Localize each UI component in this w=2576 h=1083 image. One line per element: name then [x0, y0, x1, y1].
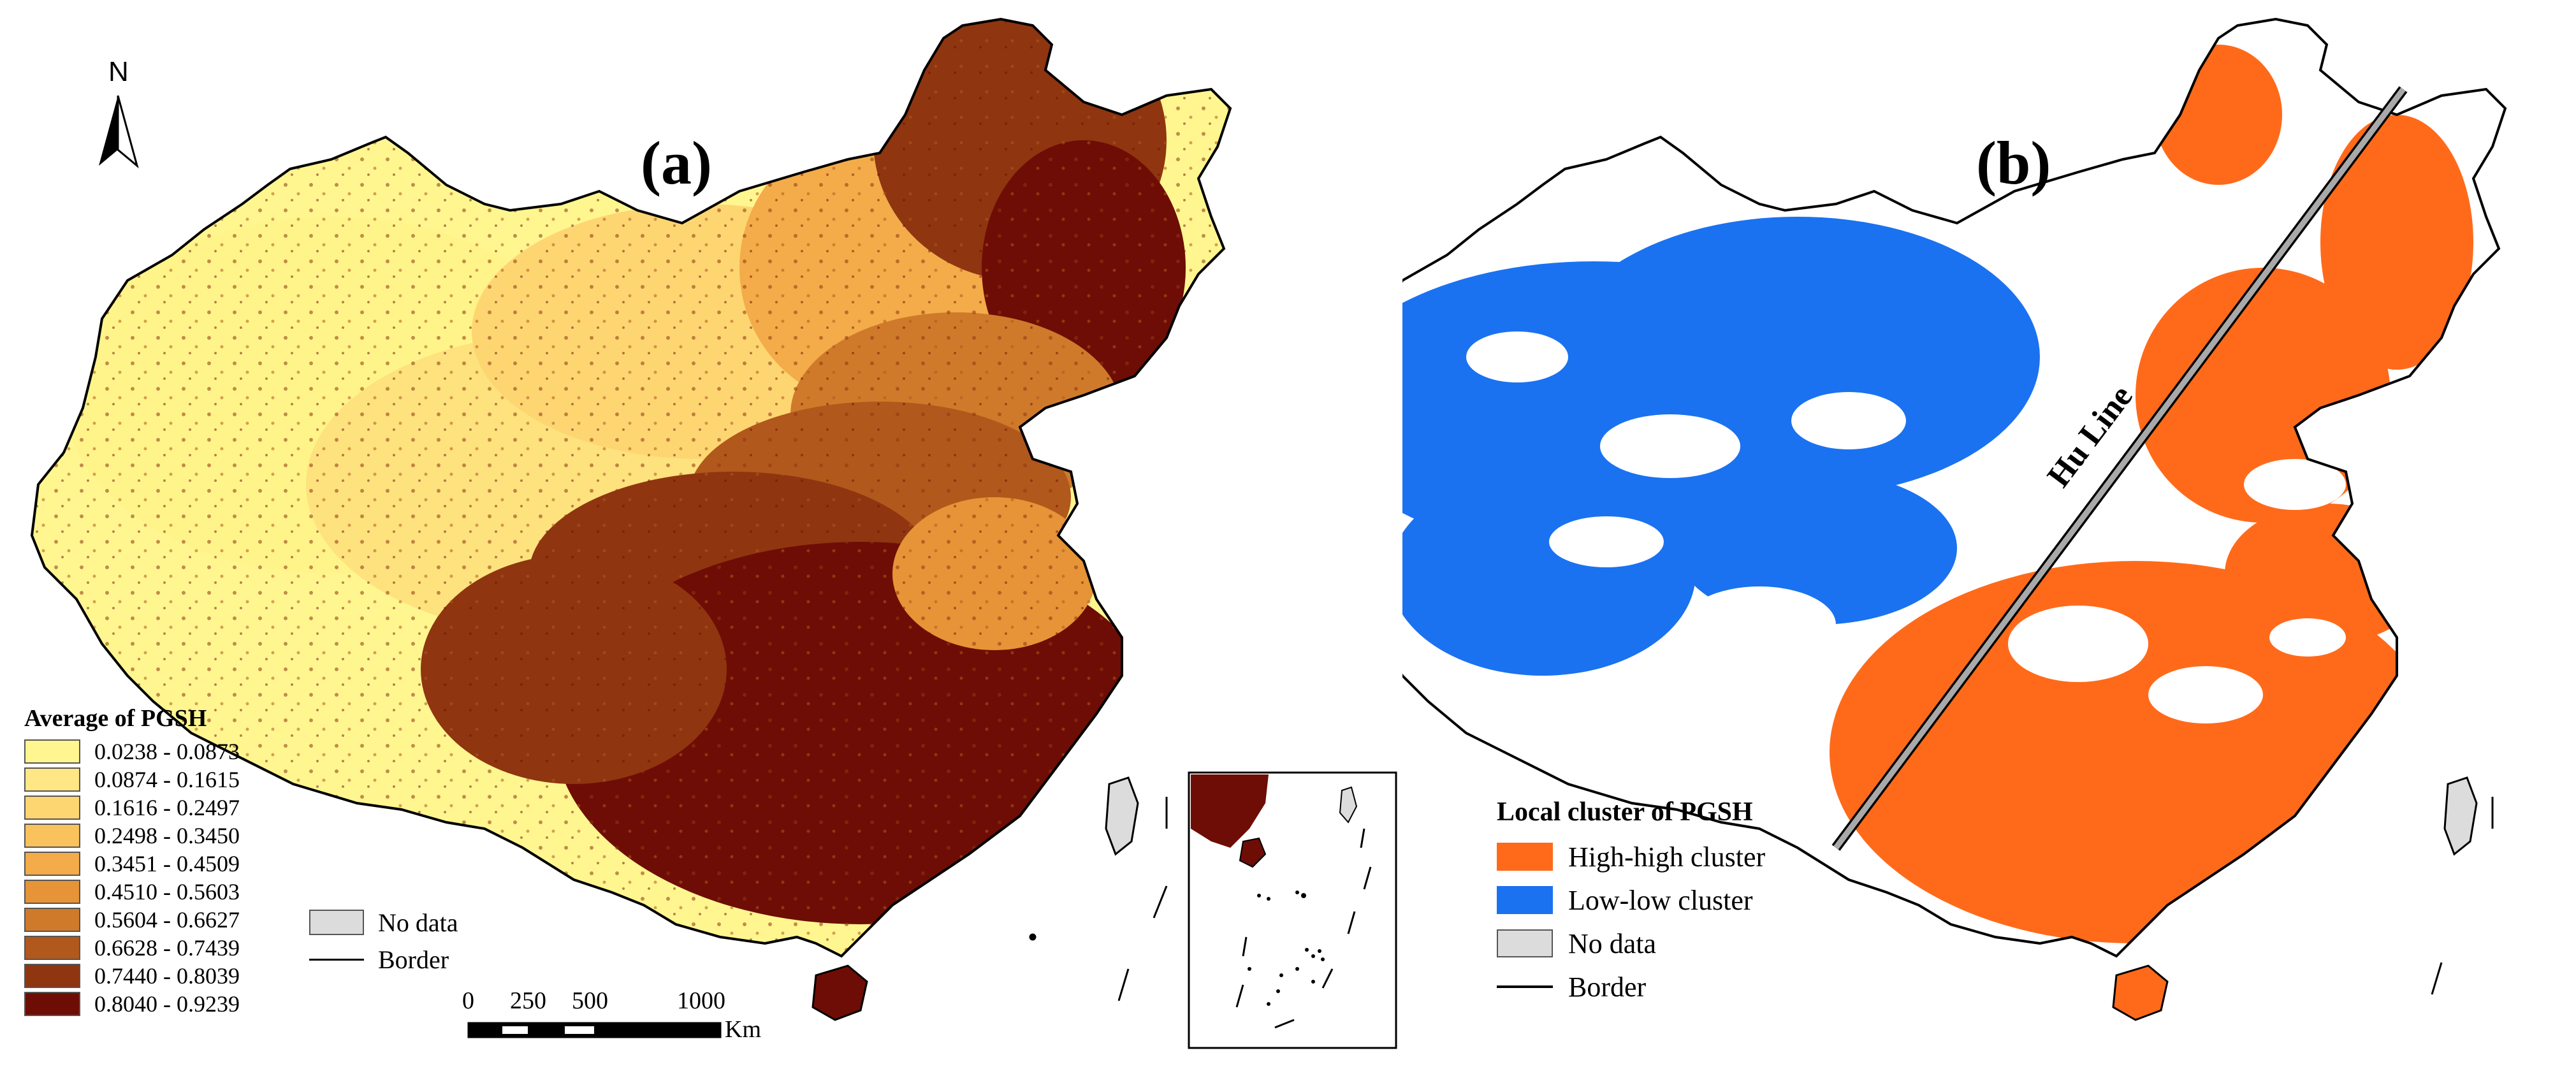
hainan-island-b [2112, 964, 2169, 1021]
country-border-a [30, 17, 1232, 958]
legend-a-class-swatch [24, 936, 80, 960]
legend-b-item-row: High-high cluster [1497, 835, 1765, 878]
legend-a-class-row: 0.0238 - 0.0873 [24, 738, 240, 766]
north-arrow-icon [99, 95, 139, 169]
legend-a-class-row: 0.6628 - 0.7439 [24, 934, 240, 962]
legend-a-class-swatch [24, 992, 80, 1016]
cluster-legend: Local cluster of PGSH High-high cluster L… [1497, 797, 1765, 1008]
hainan-island-a [811, 964, 868, 1021]
scale-tick-250: 250 [510, 987, 546, 1014]
scale-tick-500: 500 [572, 987, 608, 1014]
legend-b-item-swatch [1497, 886, 1553, 914]
pgsh-cluster-map [1402, 17, 2507, 1021]
map-panel-a: N (a) Average of PGSH 0.0238 - 0.0873 0.0… [24, 17, 1397, 1049]
legend-b-item-swatch [1497, 843, 1553, 871]
legend-b-item-label: No data [1568, 927, 1657, 959]
legend-b-item-row: Border [1497, 965, 1765, 1008]
small-islands-a [1029, 797, 1168, 1001]
legend-a-class-label: 0.5604 - 0.6627 [94, 907, 240, 933]
pgsh-average-legend: Average of PGSH 0.0238 - 0.0873 0.0874 - … [24, 704, 240, 1018]
border-line-swatch [309, 958, 364, 961]
legend-a-class-label: 0.3451 - 0.4509 [94, 851, 240, 876]
legend-a-class-row: 0.7440 - 0.8039 [24, 962, 240, 990]
scale-tick-1000: 1000 [677, 987, 725, 1014]
legend-a-class-label: 0.1616 - 0.2497 [94, 795, 240, 820]
legend-b-border-line [1497, 985, 1553, 988]
legend-a-class-row: 0.2498 - 0.3450 [24, 822, 240, 850]
small-islands-b [2431, 797, 2494, 995]
scale-tick-0: 0 [462, 987, 474, 1014]
pgsh-average-map [30, 17, 1397, 1049]
legend-a-class-swatch [24, 767, 80, 792]
hu-line-fill [1833, 87, 2406, 850]
legend-a-class-row: 0.1616 - 0.2497 [24, 794, 240, 822]
legend-a-class-swatch [24, 796, 80, 820]
legend-b-item-row: No data [1497, 922, 1765, 965]
taiwan-nodata-b [2443, 776, 2478, 856]
legend-b-item-row: Low-low cluster [1497, 878, 1765, 922]
map-panel-b: (b) Hu Line Local cluster of PGSH High-h… [1402, 0, 2576, 1083]
legend-a-class-label: 0.4510 - 0.5603 [94, 879, 240, 905]
legend-a-class-swatch [24, 824, 80, 848]
legend-b-item-swatch [1497, 929, 1553, 957]
legend-a-class-row: 0.4510 - 0.5603 [24, 878, 240, 906]
panel-b-label: (b) [1976, 129, 2051, 197]
legend-a-class-swatch [24, 852, 80, 876]
legend-a-class-label: 0.8040 - 0.9239 [94, 991, 240, 1017]
legend-b-item-label: Border [1568, 971, 1647, 1003]
north-label: N [108, 56, 129, 87]
legend-b-item-label: High-high cluster [1568, 841, 1766, 873]
scale-unit: Km [725, 1016, 761, 1043]
legend-a-class-swatch [24, 964, 80, 988]
legend-b-item-label: Low-low cluster [1568, 884, 1753, 916]
legend-a-class-row: 0.5604 - 0.6627 [24, 906, 240, 934]
legend-a-class-row: 0.0874 - 0.1615 [24, 766, 240, 794]
legend-a-title: Average of PGSH [24, 705, 207, 732]
nodata-swatch [309, 910, 364, 935]
scale-bar [467, 1022, 722, 1038]
aux-legend-a: No data Border [309, 904, 458, 978]
nodata-label: No data [378, 908, 458, 937]
legend-a-class-label: 0.0238 - 0.0873 [94, 739, 240, 764]
legend-a-class-label: 0.0874 - 0.1615 [94, 767, 240, 792]
border-label: Border [378, 945, 449, 974]
legend-a-nodata: No data [309, 904, 458, 941]
panel-a-label: (a) [641, 129, 712, 197]
legend-a-class-swatch [24, 908, 80, 932]
country-border-b [1402, 17, 2507, 958]
south-china-sea-inset [1188, 771, 1397, 1049]
legend-a-class-swatch [24, 880, 80, 904]
legend-a-class-label: 0.7440 - 0.8039 [94, 963, 240, 989]
taiwan-nodata-a [1105, 776, 1139, 856]
legend-a-class-row: 0.8040 - 0.9239 [24, 990, 240, 1018]
legend-b-title: Local cluster of PGSH [1497, 797, 1753, 827]
legend-a-class-row: 0.3451 - 0.4509 [24, 850, 240, 878]
legend-a-border: Border [309, 941, 458, 978]
legend-a-class-label: 0.6628 - 0.7439 [94, 935, 240, 961]
legend-a-class-label: 0.2498 - 0.3450 [94, 823, 240, 848]
legend-a-class-swatch [24, 739, 80, 764]
